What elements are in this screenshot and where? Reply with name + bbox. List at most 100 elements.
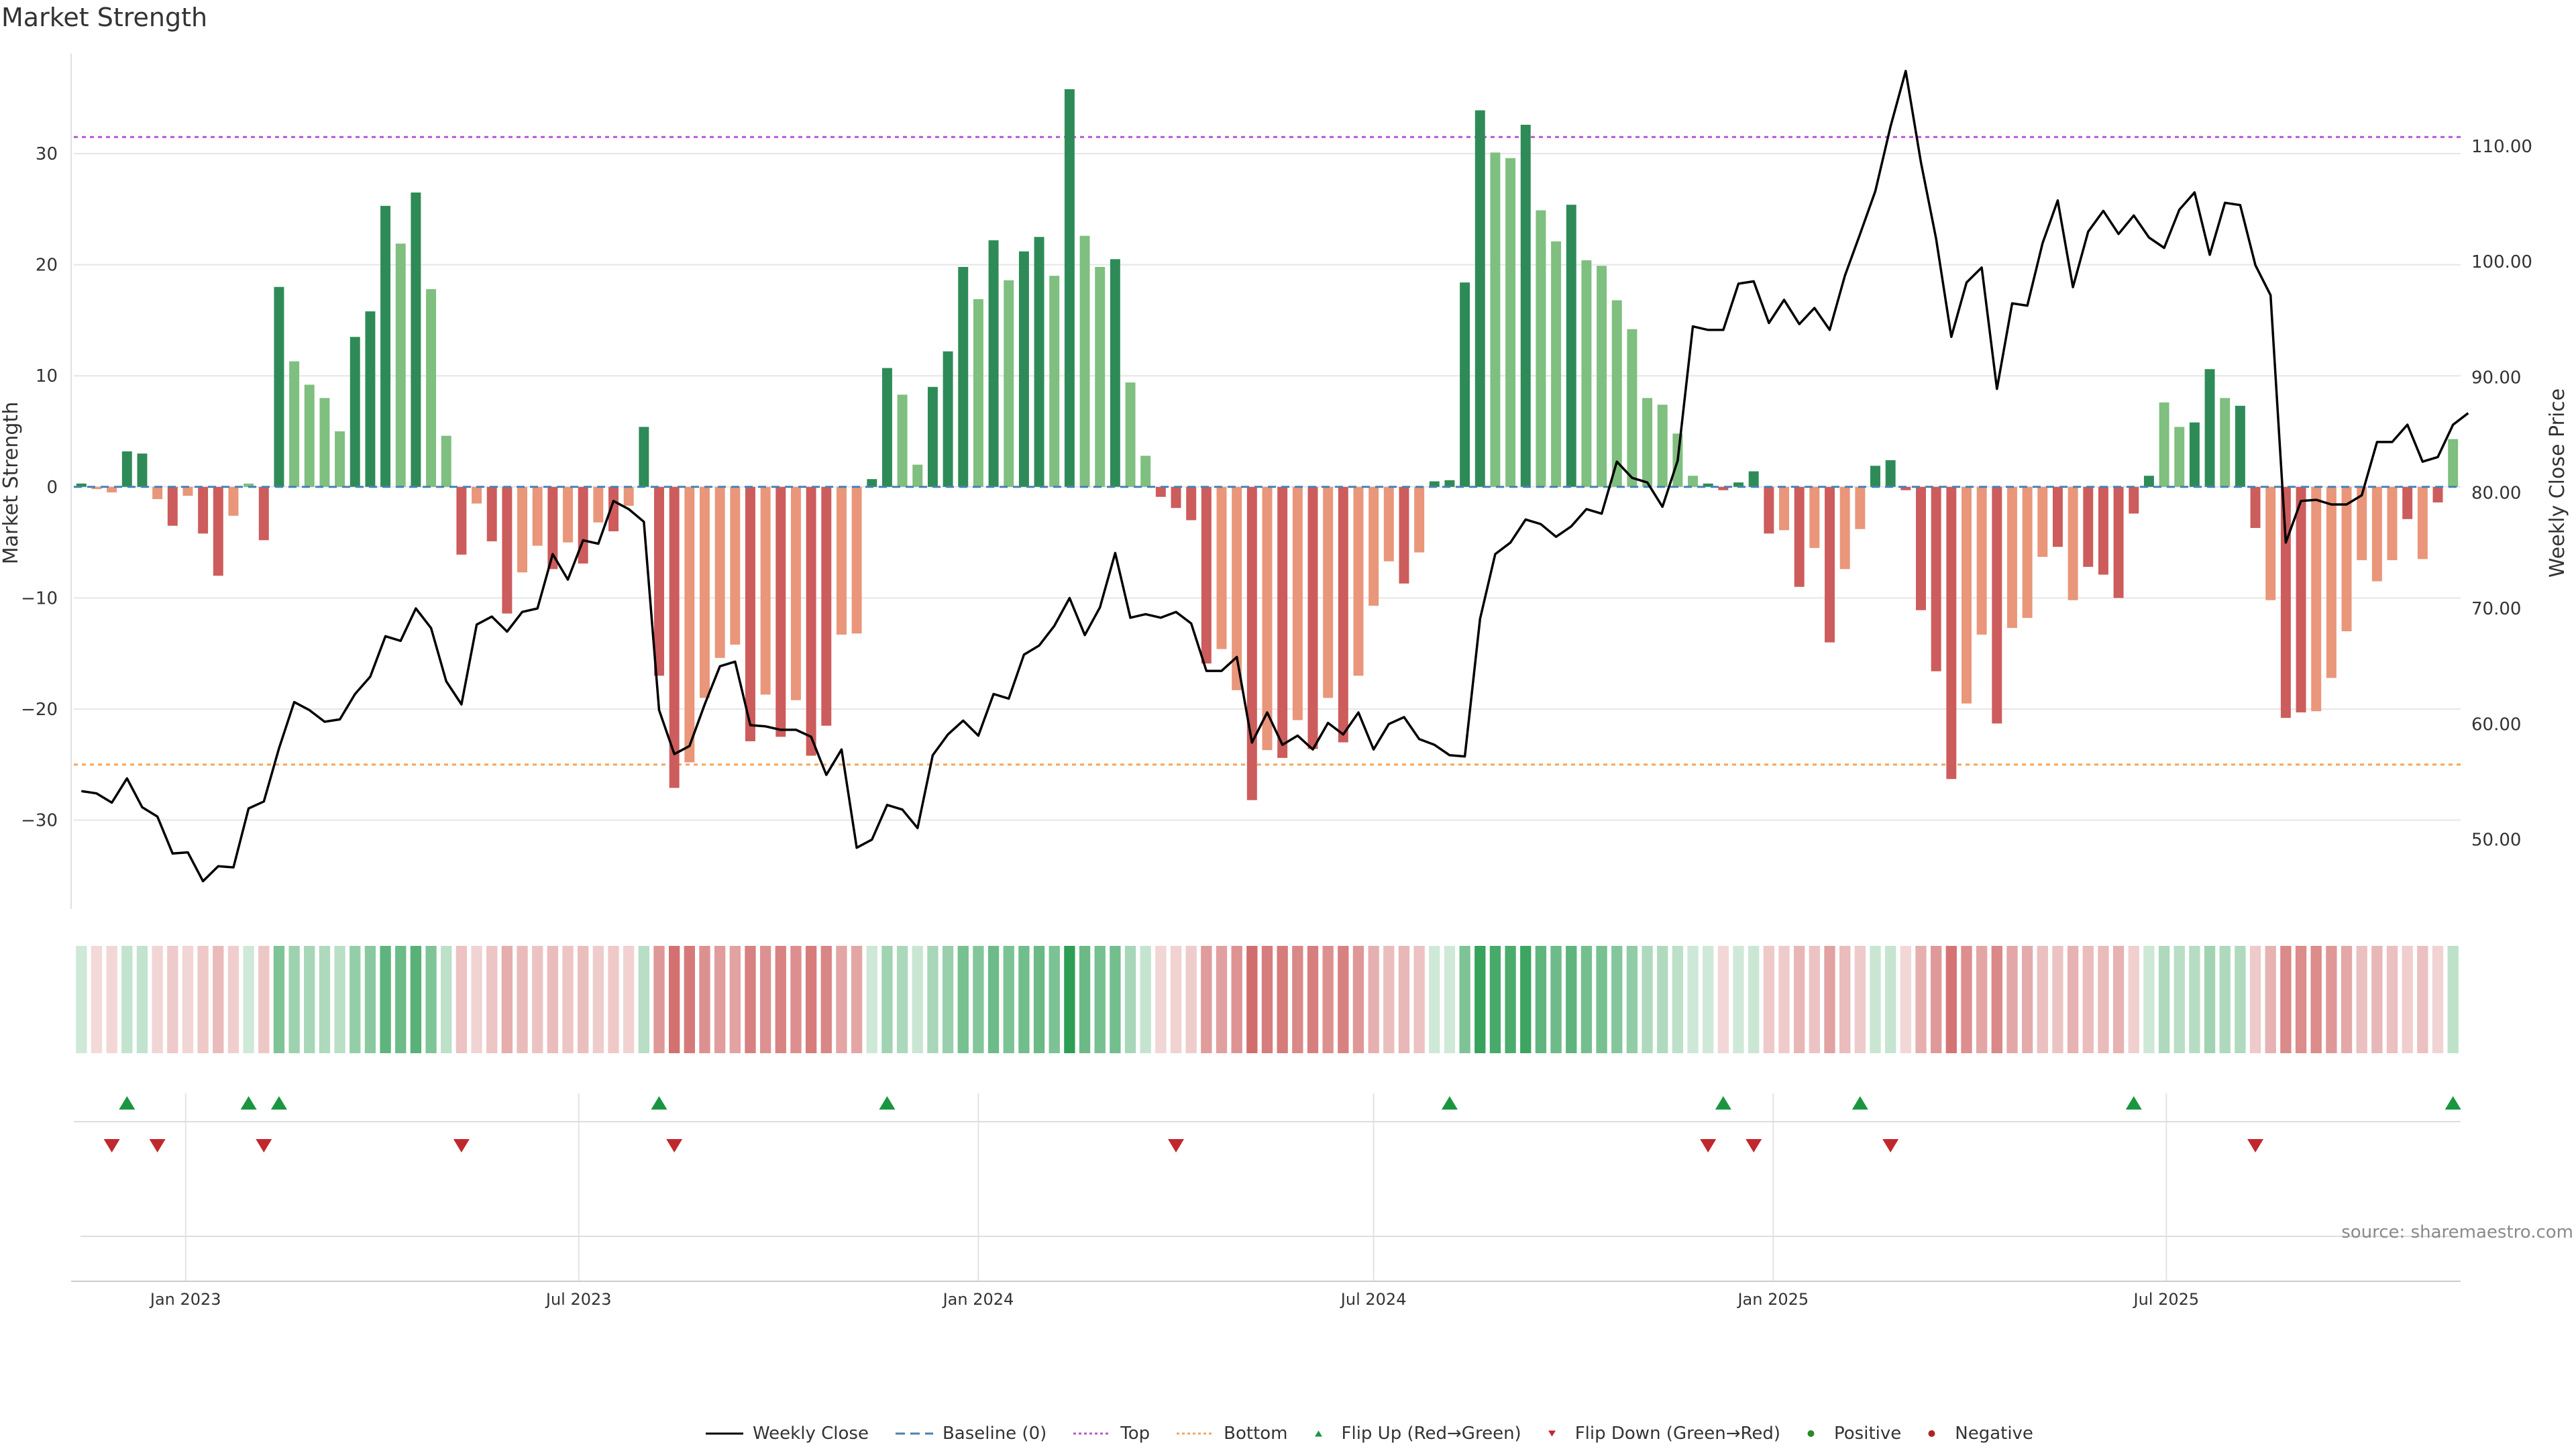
y2-tick-label: 80.00 xyxy=(2471,484,2521,504)
heat-cell xyxy=(608,946,619,1053)
heat-cell xyxy=(669,946,680,1053)
strength-bar xyxy=(1551,241,1562,487)
strength-bar xyxy=(2159,402,2169,487)
x-tick-label: Jan 2024 xyxy=(942,1290,1014,1309)
heat-cell xyxy=(759,946,771,1053)
heat-cell xyxy=(851,946,863,1053)
heat-cell xyxy=(273,946,285,1053)
legend-label: Positive xyxy=(1834,1424,1902,1444)
strength-bar xyxy=(2341,486,2352,632)
heat-cell xyxy=(2098,946,2109,1053)
weekly-close-path xyxy=(81,70,2469,883)
strength-bar xyxy=(2417,486,2428,559)
heat-cell xyxy=(547,946,559,1053)
flip-up-marker xyxy=(1441,1096,1458,1110)
heat-cell xyxy=(1900,946,1911,1053)
heat-cell xyxy=(410,946,422,1053)
strength-bar xyxy=(654,486,664,676)
strength-bar xyxy=(669,486,680,788)
strength-heat-strip xyxy=(76,946,2459,1053)
heat-cell xyxy=(2219,946,2231,1053)
strength-bar xyxy=(1581,260,1592,487)
strength-bar xyxy=(76,483,87,487)
strength-bar xyxy=(1368,486,1379,606)
flip-down-marker xyxy=(103,1139,120,1152)
strength-bar xyxy=(1748,471,1759,487)
legend-item-top: Top xyxy=(1072,1424,1150,1444)
strength-bar xyxy=(1870,466,1880,487)
flip-up-marker xyxy=(240,1096,257,1110)
heat-cell xyxy=(121,946,133,1053)
heat-cell xyxy=(304,946,315,1053)
strength-bar xyxy=(137,453,148,487)
heat-cell xyxy=(288,946,300,1053)
strength-bar xyxy=(2022,486,2033,619)
strength-bar xyxy=(1657,405,1668,487)
heat-cell xyxy=(1094,946,1106,1053)
heat-cell xyxy=(1505,946,1516,1053)
strength-bar xyxy=(881,368,892,487)
legend-item-negative: Negative xyxy=(1927,1424,2033,1444)
heat-cell xyxy=(1733,946,1744,1053)
strength-bar xyxy=(1688,476,1699,487)
heat-cell xyxy=(106,946,117,1053)
heat-cell xyxy=(2112,946,2125,1053)
strength-bar xyxy=(1825,486,1835,643)
strength-bar xyxy=(213,486,223,576)
strength-bar xyxy=(2189,422,2200,487)
heat-cell xyxy=(1231,946,1242,1053)
strength-bar xyxy=(2357,486,2367,561)
legend-item-baseline: Baseline (0) xyxy=(894,1424,1046,1444)
strength-bar xyxy=(1809,486,1820,548)
heat-cell xyxy=(2432,946,2444,1053)
heat-cell xyxy=(213,946,224,1053)
strength-bar xyxy=(2402,486,2413,519)
heat-cell xyxy=(1657,946,1668,1053)
strength-bar xyxy=(1520,124,1531,487)
strength-bar xyxy=(395,244,406,487)
strength-bar xyxy=(2326,486,2337,678)
heat-cell xyxy=(2037,946,2048,1053)
legend-item-weekly-close: Weekly Close xyxy=(704,1424,869,1444)
strength-bar xyxy=(472,486,482,504)
x-tick-label: Jul 2025 xyxy=(2132,1290,2199,1309)
chart-title: Market Strength xyxy=(1,3,208,32)
heat-cell xyxy=(1778,946,1790,1053)
heat-cell xyxy=(1870,946,1881,1053)
heat-cell xyxy=(2082,946,2094,1053)
heat-cell xyxy=(2402,946,2413,1053)
y-tick-label: 20 xyxy=(36,256,58,276)
strength-bar xyxy=(1004,280,1014,487)
strength-bar xyxy=(1627,329,1638,487)
heat-cell xyxy=(1474,946,1486,1053)
heat-cell xyxy=(957,946,969,1053)
strength-bar xyxy=(1703,483,1713,487)
strength-bar xyxy=(2235,405,2245,487)
heat-cell xyxy=(805,946,817,1053)
legend-item-bottom: Bottom xyxy=(1175,1424,1288,1444)
strength-bar xyxy=(775,486,786,737)
heat-cell xyxy=(319,946,331,1053)
heat-cell xyxy=(775,946,786,1053)
heat-cell xyxy=(1945,946,1957,1053)
flip-down-marker xyxy=(2247,1139,2264,1152)
strength-bar xyxy=(365,311,376,487)
strength-bar xyxy=(228,486,239,516)
heat-cell xyxy=(1398,946,1410,1053)
heat-cell xyxy=(927,946,938,1053)
heat-cell xyxy=(501,946,513,1053)
y-tick-label: −20 xyxy=(21,700,58,720)
strength-bar xyxy=(1125,382,1136,487)
strength-bar xyxy=(2113,486,2124,598)
heat-cell xyxy=(455,946,468,1053)
flip-up-marker xyxy=(651,1096,667,1110)
heat-cell xyxy=(896,946,908,1053)
strength-bar xyxy=(745,486,755,741)
heat-cell xyxy=(1352,946,1364,1053)
heat-cell xyxy=(2128,946,2139,1053)
heat-cell xyxy=(2310,946,2322,1053)
flip-up-marker xyxy=(1715,1096,1731,1110)
heat-cell xyxy=(1185,946,1197,1053)
x-tick-label: Jan 2025 xyxy=(1736,1290,1809,1309)
heat-cell xyxy=(1018,946,1030,1053)
